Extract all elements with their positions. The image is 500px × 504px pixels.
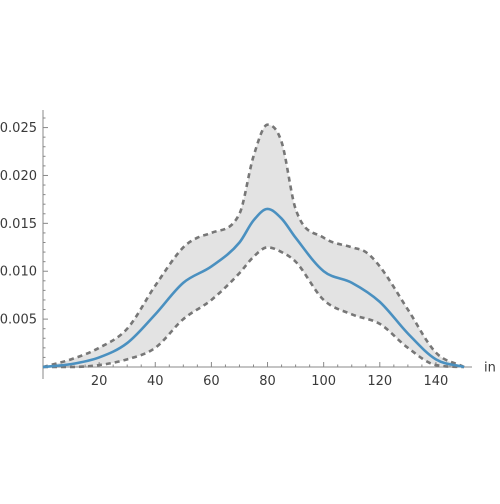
confidence-band (43, 124, 464, 367)
y-tick-label: 0.005 (0, 313, 37, 328)
x-tick-label: 20 (91, 374, 108, 389)
x-tick-label: 60 (203, 374, 220, 389)
x-tick-label: 80 (259, 374, 276, 389)
x-axis-label: in (484, 361, 496, 376)
lower-bound-line (43, 245, 465, 369)
x-tick-label: 140 (424, 374, 449, 389)
x-tick-label: 120 (367, 374, 392, 389)
y-tick-label: 0.015 (0, 217, 37, 232)
x-tick-label: 100 (311, 374, 336, 389)
y-tick-label: 0.010 (0, 265, 37, 280)
y-tick-label: 0.025 (0, 121, 37, 136)
y-tick-label: 0.020 (0, 169, 37, 184)
x-tick-label: 40 (147, 374, 164, 389)
upper-bound-line (42, 123, 465, 369)
estimate-line (42, 207, 465, 369)
